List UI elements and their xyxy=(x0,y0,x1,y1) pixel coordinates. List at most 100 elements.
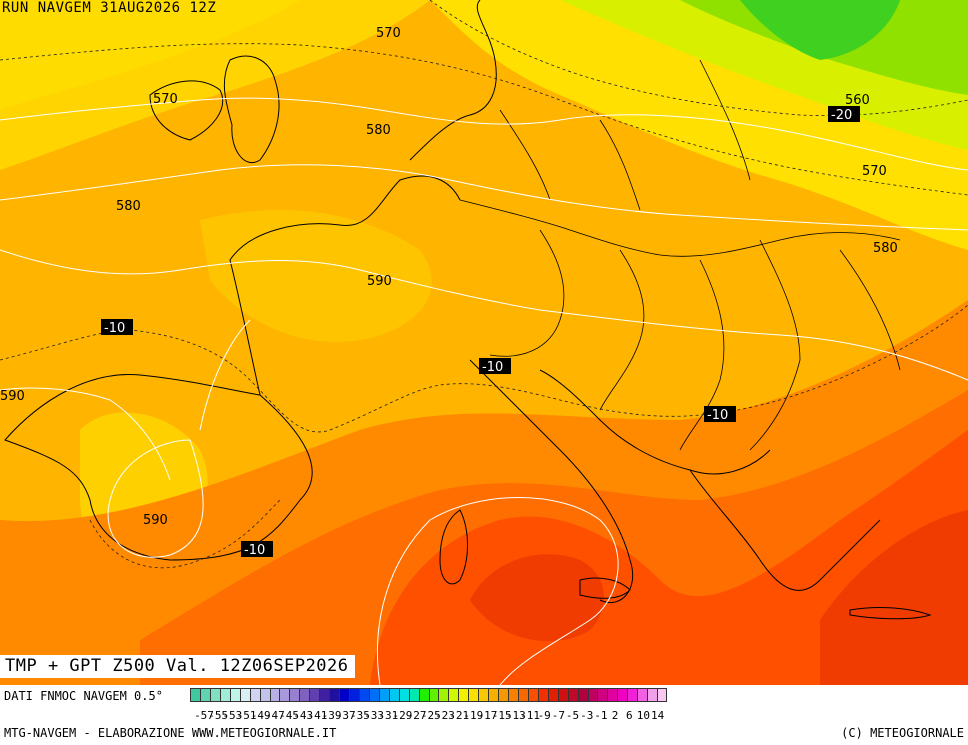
color-scale-swatch xyxy=(488,688,499,702)
color-scale-swatch xyxy=(329,688,340,702)
color-scale-swatch xyxy=(637,688,648,702)
color-scale-swatch xyxy=(378,688,389,702)
data-source-label: DATI FNMOC NAVGEM 0.5° xyxy=(4,689,163,703)
color-scale-swatch xyxy=(229,688,240,702)
color-scale-swatch xyxy=(339,688,349,702)
color-scale-swatch xyxy=(368,688,379,702)
color-scale-swatch xyxy=(458,688,469,702)
color-scale-swatch xyxy=(239,688,250,702)
z500-label: 570 xyxy=(862,164,887,179)
color-scale-swatch xyxy=(647,688,658,702)
geopotential-contours xyxy=(0,97,968,685)
temperature-label: -10 xyxy=(707,408,728,423)
color-scale-swatch xyxy=(577,688,588,702)
color-scale-tick: -55 xyxy=(208,709,229,722)
color-scale-swatch xyxy=(478,688,489,702)
color-scale-swatch xyxy=(388,688,399,702)
color-scale-swatch xyxy=(408,688,419,702)
run-title: RUN NAVGEM 31AUG2026 12Z xyxy=(2,0,217,16)
temperature-label: -10 xyxy=(104,321,125,336)
color-scale-tick: -11 xyxy=(520,709,540,722)
geopotential-labels: 570 570 580 580 590 590 590 560 570 580 xyxy=(0,26,898,528)
z500-label: 560 xyxy=(845,93,870,108)
color-scale-tick: 14 xyxy=(650,709,665,722)
color-scale-tick: -41 xyxy=(307,709,328,722)
color-scale-tick: 2 xyxy=(611,709,619,722)
color-scale-swatch xyxy=(319,688,330,702)
color-scale-tick: -13 xyxy=(505,709,526,722)
color-scale-swatch xyxy=(557,688,568,702)
z500-label: 580 xyxy=(873,241,898,256)
color-scale-tick: -37 xyxy=(335,709,356,722)
color-scale-tick: -53 xyxy=(222,709,243,722)
color-scale-swatch xyxy=(309,688,320,702)
color-scale-tick: -5 xyxy=(565,709,580,722)
temperature-label: -10 xyxy=(482,360,503,375)
color-scale-swatch xyxy=(349,688,359,702)
color-scale-swatch xyxy=(358,688,369,702)
temperature-zone-nw-light xyxy=(0,0,300,110)
color-scale-swatch xyxy=(418,688,429,702)
color-scale-swatch xyxy=(398,688,409,702)
z500-label: 570 xyxy=(376,26,401,41)
credits-right: (C) METEOGIORNALE xyxy=(841,726,964,740)
color-scale-tick: -49 xyxy=(250,709,271,722)
country-borders xyxy=(459,59,901,451)
color-scale-swatch xyxy=(468,688,479,702)
color-scale-swatch xyxy=(279,688,290,702)
color-scale-swatch xyxy=(597,688,608,702)
color-scale-tick: -51 xyxy=(236,709,257,722)
z500-label: 580 xyxy=(116,199,141,214)
color-scale-tick: -27 xyxy=(406,709,427,722)
color-scale-ticks: -57 -55 -53 -51 -49 -47 -45 -43 -41 -39 -37 -35 -33-… xyxy=(190,709,968,723)
color-scale-swatch xyxy=(249,688,260,702)
z500-label: 590 xyxy=(0,389,25,404)
color-scale-swatch xyxy=(607,688,618,702)
temperature-zone-deep-green xyxy=(740,0,900,60)
temperature-label: -20 xyxy=(831,108,852,123)
credits-left: MTG-NAVGEM - ELABORAZIONE WWW.METEOGIORN… xyxy=(4,726,337,740)
color-scale-tick: 6 xyxy=(625,709,633,722)
color-scale-tick: -47 xyxy=(264,709,285,722)
color-scale-tick: -7 xyxy=(551,709,565,722)
color-scale-swatch xyxy=(537,688,548,702)
color-scale-swatch xyxy=(567,688,578,702)
color-scale-swatch xyxy=(627,688,638,702)
color-scale-swatch xyxy=(259,688,270,702)
color-scale-swatch xyxy=(438,688,449,702)
color-scale-tick: -1 xyxy=(594,709,608,722)
temperature-labels: -10 -10 -10 -10 -20 xyxy=(101,106,860,558)
color-scale-tick: -33 xyxy=(364,709,385,722)
color-scale xyxy=(190,688,667,702)
z500-label: 570 xyxy=(153,92,178,107)
color-scale-swatch xyxy=(219,688,230,702)
weather-map: 570 570 580 580 590 590 590 560 570 580 … xyxy=(0,0,968,685)
z500-label: 580 xyxy=(366,123,391,138)
color-scale-swatch xyxy=(617,688,628,702)
color-scale-swatch xyxy=(508,688,518,702)
temperature-zone-greece xyxy=(820,510,968,685)
color-scale-tick: -23 xyxy=(435,709,455,722)
color-scale-swatch xyxy=(428,688,439,702)
color-scale-swatch xyxy=(299,688,310,702)
color-scale-tick: -29 xyxy=(392,709,413,722)
legend-footer: DATI FNMOC NAVGEM 0.5° -57 -55 -53 -51 -49 -4… xyxy=(0,685,968,745)
color-scale-tick: -57 xyxy=(194,709,214,722)
temperature-zone-hottest xyxy=(470,554,604,642)
color-scale-tick: -45 xyxy=(279,709,299,722)
color-scale-tick: -31 xyxy=(378,709,399,722)
color-scale-swatch xyxy=(517,688,528,702)
color-scale-swatch xyxy=(547,688,558,702)
color-scale-tick: -35 xyxy=(349,709,370,722)
temperature-label: -10 xyxy=(244,543,265,558)
color-scale-tick: -15 xyxy=(491,709,512,722)
color-scale-tick: -25 xyxy=(420,709,441,722)
color-scale-swatch xyxy=(289,688,300,702)
color-scale-swatch xyxy=(209,688,220,702)
color-scale-swatch xyxy=(448,688,459,702)
isotherms xyxy=(0,0,968,569)
color-scale-tick: -17 xyxy=(477,709,498,722)
color-scale-swatch xyxy=(527,688,538,702)
z500-label: 590 xyxy=(143,513,168,528)
color-scale-tick: -3 xyxy=(580,709,594,722)
